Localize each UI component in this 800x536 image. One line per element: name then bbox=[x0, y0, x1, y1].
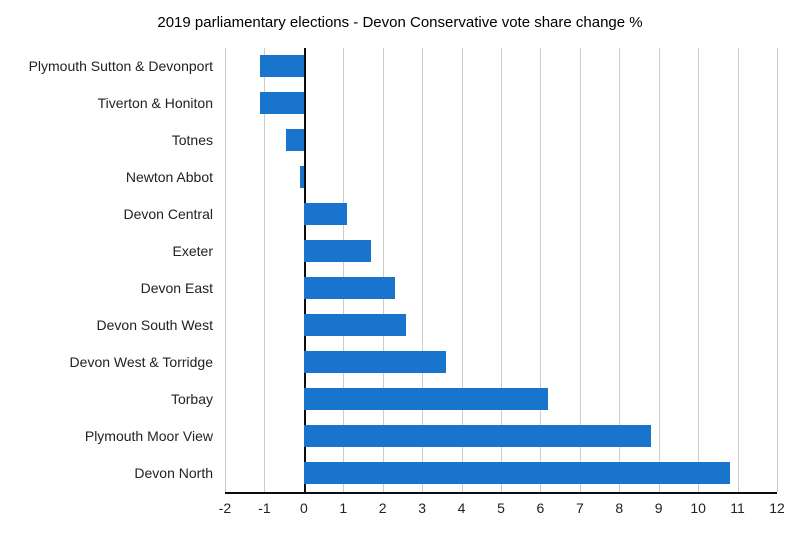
y-category-label: Devon Central bbox=[124, 206, 214, 222]
bar bbox=[304, 425, 651, 447]
x-tick-label: 8 bbox=[615, 500, 623, 516]
y-category-label: Plymouth Moor View bbox=[85, 428, 213, 444]
bar bbox=[304, 388, 548, 410]
x-tick-label: 2 bbox=[379, 500, 387, 516]
x-tick-label: 3 bbox=[418, 500, 426, 516]
bar bbox=[304, 277, 395, 299]
x-tick-label: 6 bbox=[537, 500, 545, 516]
x-axis-line bbox=[225, 492, 777, 494]
y-category-label: Devon West & Torridge bbox=[70, 354, 213, 370]
x-tick-label: 7 bbox=[576, 500, 584, 516]
bar bbox=[304, 462, 730, 484]
x-tick-label: -1 bbox=[258, 500, 270, 516]
x-tick-label: 0 bbox=[300, 500, 308, 516]
bar bbox=[304, 351, 446, 373]
x-tick-label: 10 bbox=[690, 500, 706, 516]
y-category-label: Tiverton & Honiton bbox=[98, 95, 213, 111]
y-category-label: Devon South West bbox=[97, 317, 213, 333]
x-tick-label: 5 bbox=[497, 500, 505, 516]
x-tick-label: -2 bbox=[219, 500, 231, 516]
x-tick-label: 12 bbox=[769, 500, 785, 516]
y-category-label: Torbay bbox=[171, 391, 213, 407]
x-tick-label: 4 bbox=[458, 500, 466, 516]
bar bbox=[300, 166, 304, 188]
y-category-label: Plymouth Sutton & Devonport bbox=[29, 58, 213, 74]
plot-area: -2-10123456789101112Plymouth Sutton & De… bbox=[225, 48, 777, 492]
gridline bbox=[225, 48, 226, 492]
gridline bbox=[264, 48, 265, 492]
bar bbox=[260, 55, 303, 77]
bar bbox=[260, 92, 303, 114]
gridline bbox=[659, 48, 660, 492]
chart-container: 2019 parliamentary elections - Devon Con… bbox=[0, 0, 800, 536]
x-tick-label: 11 bbox=[730, 500, 745, 516]
x-tick-label: 1 bbox=[339, 500, 347, 516]
chart-title: 2019 parliamentary elections - Devon Con… bbox=[0, 14, 800, 31]
bar bbox=[286, 129, 304, 151]
y-category-label: Newton Abbot bbox=[126, 169, 213, 185]
y-category-label: Devon East bbox=[141, 280, 213, 296]
x-tick-label: 9 bbox=[655, 500, 663, 516]
bar bbox=[304, 240, 371, 262]
gridline bbox=[698, 48, 699, 492]
y-category-label: Totnes bbox=[172, 132, 213, 148]
y-category-label: Exeter bbox=[173, 243, 213, 259]
y-category-label: Devon North bbox=[134, 465, 213, 481]
gridline bbox=[738, 48, 739, 492]
gridline bbox=[777, 48, 778, 492]
bar bbox=[304, 203, 347, 225]
bar bbox=[304, 314, 407, 336]
